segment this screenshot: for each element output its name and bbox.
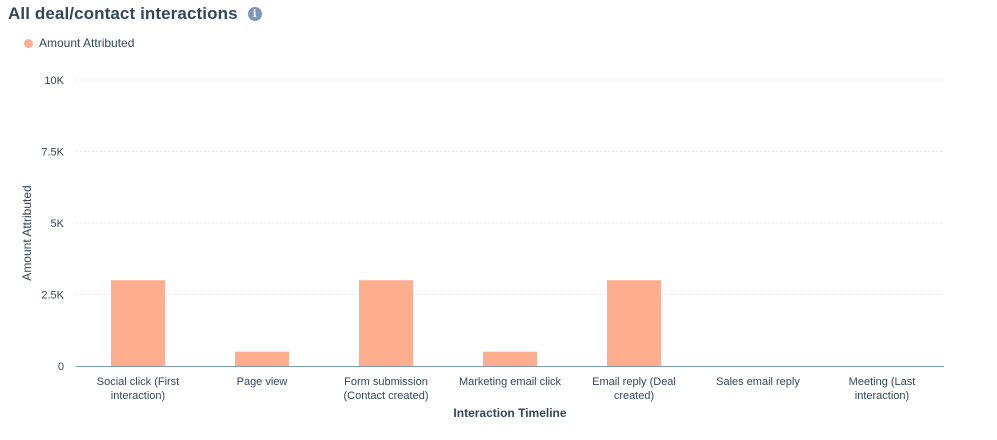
x-axis-title: Interaction Timeline [453, 406, 566, 420]
chart-header: All deal/contact interactions i [8, 4, 262, 24]
y-tick-label: 5K [51, 218, 65, 230]
y-tick-label: 2.5K [41, 290, 64, 302]
bar [359, 280, 413, 366]
x-tick-label: Email reply (Deal created) [592, 376, 676, 402]
bar [111, 280, 165, 366]
y-tick-label: 7.5K [41, 147, 64, 159]
x-tick-label: Page view [237, 376, 288, 388]
y-axis-title: Amount Attributed [20, 185, 34, 280]
chart-legend: Amount Attributed [24, 36, 134, 50]
bar [235, 351, 289, 366]
x-tick-label: Marketing email click [459, 376, 562, 388]
x-tick-label: Meeting (Last interaction) [849, 376, 916, 402]
legend-label[interactable]: Amount Attributed [39, 36, 135, 50]
bar [607, 280, 661, 366]
chart-title: All deal/contact interactions [8, 4, 238, 23]
legend-swatch [24, 38, 33, 48]
x-tick-label: Form submission (Contact created) [344, 376, 429, 402]
y-tick-label: 10K [44, 75, 64, 87]
x-tick-label: Social click (First interaction) [97, 376, 180, 402]
bar [483, 351, 537, 366]
x-tick-label: Sales email reply [716, 376, 800, 388]
info-icon[interactable]: i [247, 7, 262, 21]
y-tick-label: 0 [58, 361, 64, 373]
